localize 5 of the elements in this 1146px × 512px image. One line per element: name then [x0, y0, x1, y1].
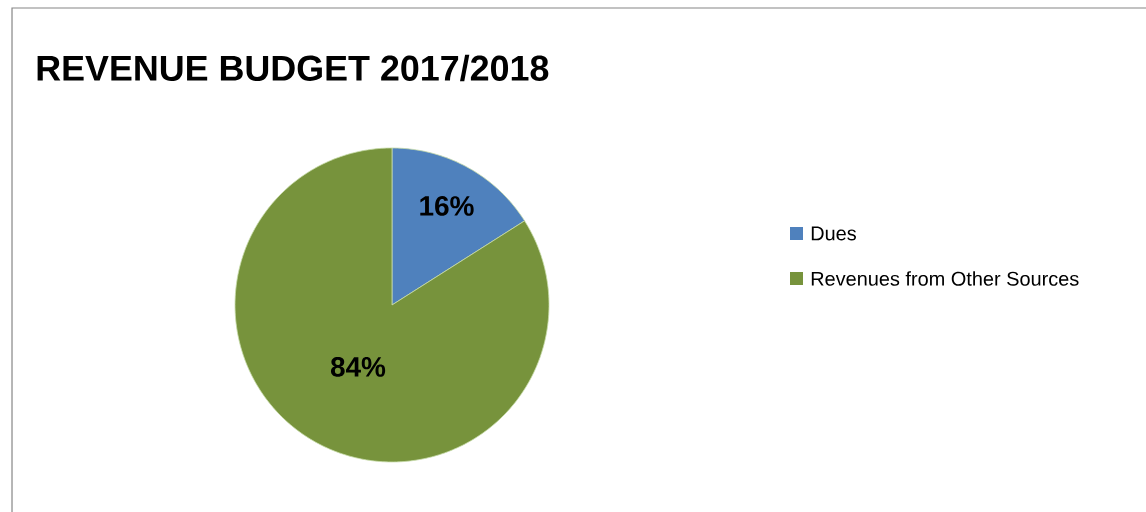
legend-label: Dues [811, 226, 856, 241]
legend-label: Revenues from Other Sources [811, 271, 1079, 286]
chart-title: REVENUE BUDGET 2017/2018 [37, 54, 549, 82]
data-label: 84% [330, 357, 386, 377]
data-label: 16% [420, 196, 474, 216]
